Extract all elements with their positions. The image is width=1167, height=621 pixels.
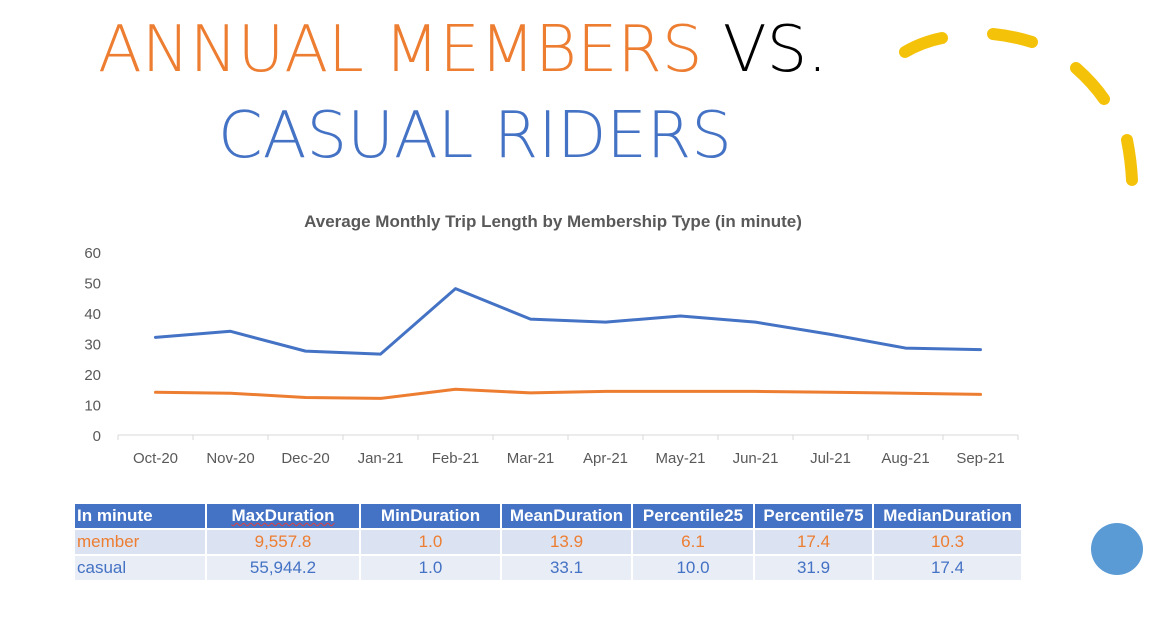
table-cell: 17.4 xyxy=(754,528,874,555)
x-tick-label: Nov-20 xyxy=(206,450,254,467)
x-tick-label: Sep-21 xyxy=(956,450,1004,467)
x-tick-label: Jul-21 xyxy=(810,450,851,467)
decorative-circle xyxy=(1091,523,1143,575)
table-cell: 55,944.2 xyxy=(206,554,361,580)
table-header-min-duration: MinDuration xyxy=(360,504,502,529)
table-cell: 17.4 xyxy=(873,554,1023,580)
x-tick-label: Jun-21 xyxy=(733,450,779,467)
table-cell: 10.3 xyxy=(873,528,1023,555)
table-cell: 13.9 xyxy=(501,528,633,555)
x-tick-label: Dec-20 xyxy=(281,450,329,467)
y-tick-label: 50 xyxy=(84,276,101,293)
x-axis-labels: Oct-20 Nov-20 Dec-20 Jan-21 Feb-21 Mar-21 Apr-… xyxy=(133,450,1005,467)
decorative-dashed-arc xyxy=(899,28,1138,186)
table-cell: member xyxy=(75,528,207,555)
x-tick-label: Oct-20 xyxy=(133,450,178,467)
x-tick-label: Feb-21 xyxy=(432,450,480,467)
table-header-percentile25: Percentile25 xyxy=(632,504,755,529)
duration-summary-table: In minute MaxDuration MinDuration MeanDu… xyxy=(75,504,1023,580)
title-annual-members: ANNUAL MEMBERS xyxy=(98,13,703,87)
chart-title: Average Monthly Trip Length by Membershi… xyxy=(304,212,802,231)
table-row-member: member 9,557.8 1.0 13.9 6.1 17.4 10.3 xyxy=(75,528,1023,555)
table-header-max-duration: MaxDuration xyxy=(206,504,361,529)
x-tick-label: Jan-21 xyxy=(358,450,404,467)
series-line-1 xyxy=(154,387,982,400)
table-row-casual: casual 55,944.2 1.0 33.1 10.0 31.9 17.4 xyxy=(75,554,1023,580)
y-axis-labels: 0 10 20 30 40 50 60 xyxy=(84,245,101,445)
arc-dash xyxy=(899,32,948,58)
table-cell: 6.1 xyxy=(632,528,755,555)
arc-dash xyxy=(1121,134,1138,186)
slide-title-line-2: CASUAL RIDERS xyxy=(218,99,732,173)
x-tick-label: Apr-21 xyxy=(583,450,628,467)
title-vs: VS. xyxy=(722,13,828,87)
table-header-in-minute: In minute xyxy=(75,504,207,529)
table-header-percentile75: Percentile75 xyxy=(754,504,874,529)
series-line-0 xyxy=(154,287,982,356)
x-tick-label: May-21 xyxy=(655,450,705,467)
slide-title-line-1: ANNUAL MEMBERS VS. xyxy=(98,18,828,82)
table-cell: 1.0 xyxy=(360,528,502,555)
table-header-row: In minute MaxDuration MinDuration MeanDu… xyxy=(75,504,1023,529)
y-tick-label: 20 xyxy=(84,367,101,384)
y-tick-label: 60 xyxy=(84,245,101,262)
table-cell: casual xyxy=(75,554,207,580)
y-tick-label: 30 xyxy=(84,337,101,354)
series-lines xyxy=(154,287,982,400)
table-cell: 1.0 xyxy=(360,554,502,580)
x-tick-label: Aug-21 xyxy=(881,450,929,467)
table-header-mean-duration: MeanDuration xyxy=(501,504,633,529)
table-header-median-duration: MedianDuration xyxy=(873,504,1023,529)
y-tick-label: 40 xyxy=(84,306,101,323)
x-tick-label: Mar-21 xyxy=(507,450,555,467)
table-cell: 31.9 xyxy=(754,554,874,580)
arc-dash xyxy=(987,28,1038,48)
table-header-max-duration-label: MaxDuration xyxy=(231,506,335,525)
arc-dash xyxy=(1070,62,1110,105)
y-tick-label: 10 xyxy=(84,398,101,415)
table-cell: 9,557.8 xyxy=(206,528,361,555)
table-cell: 33.1 xyxy=(501,554,633,580)
x-axis-ticks xyxy=(117,435,1019,440)
y-tick-label: 0 xyxy=(93,428,101,445)
table-cell: 10.0 xyxy=(632,554,755,580)
